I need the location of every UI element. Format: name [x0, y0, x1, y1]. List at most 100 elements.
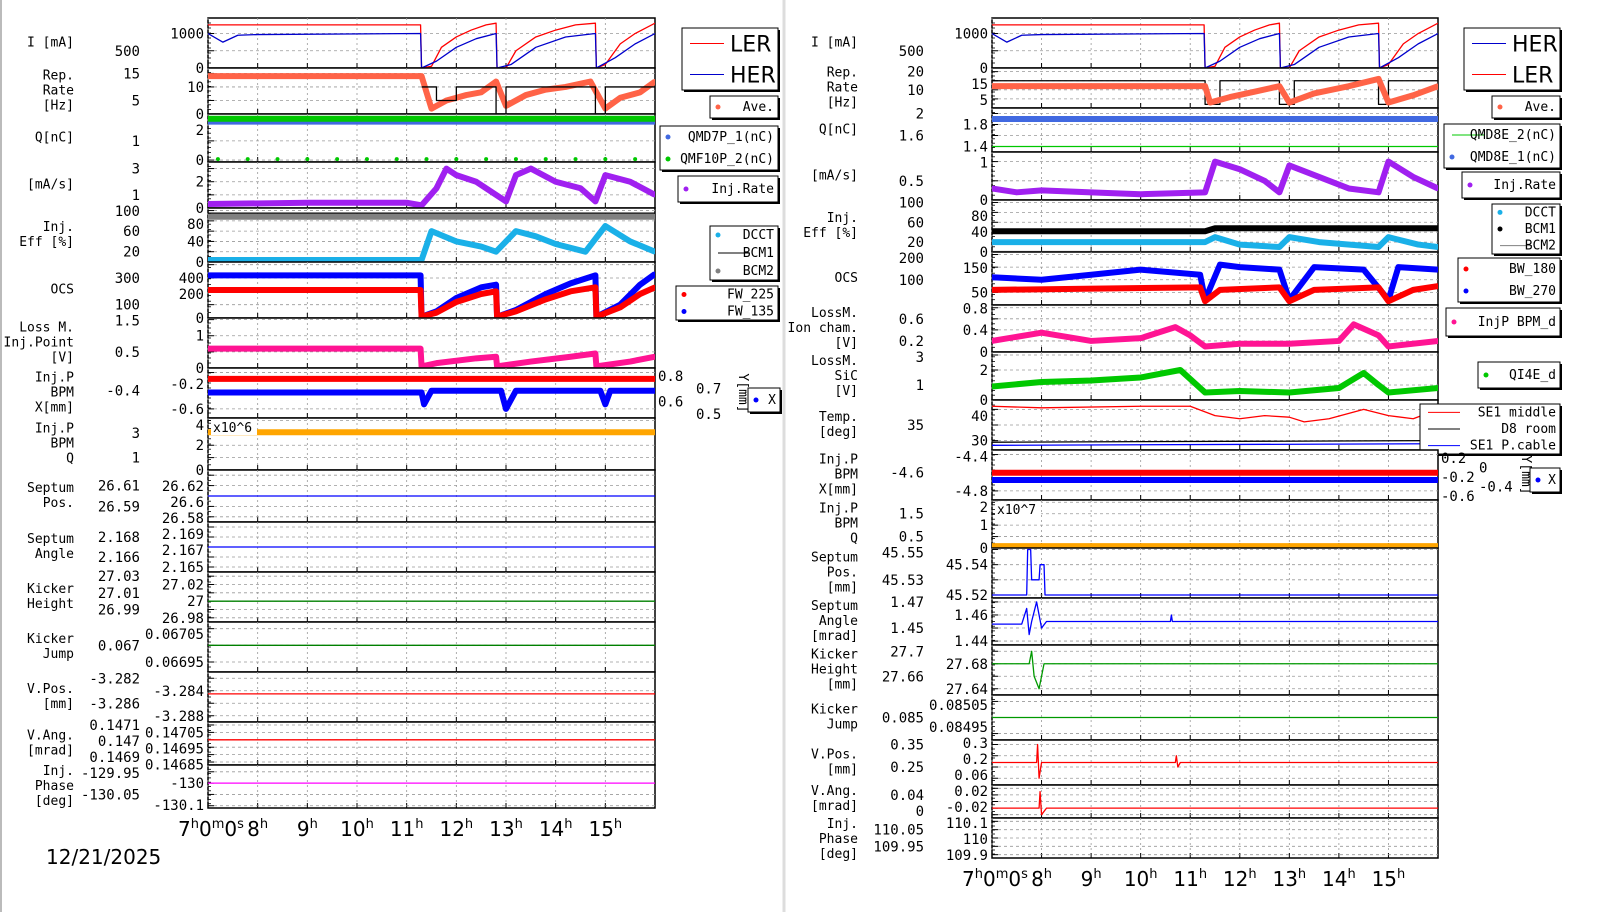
series-group — [208, 429, 655, 436]
y-axis-label: BPM — [835, 517, 859, 532]
y-tick-label: 26.98 — [162, 611, 204, 627]
data-point — [473, 179, 479, 185]
data-point — [1410, 287, 1416, 293]
legend-box — [1529, 467, 1561, 493]
data-point — [429, 106, 434, 112]
y-tick-label: 20 — [907, 65, 924, 81]
data-point — [1207, 100, 1213, 106]
y-tick-label: 200 — [179, 287, 204, 303]
y-axis-label: [Hz] — [43, 99, 74, 114]
data-point — [652, 214, 655, 220]
y-tick-label: -3.282 — [89, 671, 140, 687]
y-tick-label: -4.4 — [954, 450, 988, 466]
series-group — [992, 367, 1438, 396]
y-tick-label: -0.02 — [946, 800, 988, 816]
y-axis-label: Septum — [811, 599, 858, 614]
y-tick-label: 0.06 — [954, 768, 988, 784]
y-axis-label: Inj.Point — [4, 336, 74, 351]
legend: DCCT BCM1 BCM2 — [709, 225, 780, 282]
y-axis-label: Inj.P — [819, 453, 858, 468]
y-tick-label: 5 — [132, 93, 140, 109]
data-point — [1202, 189, 1208, 195]
data-point — [208, 214, 211, 220]
unnamed-series — [992, 650, 1438, 690]
panel-frame — [991, 547, 1439, 599]
panel: 1.4 1.6 1.8 2 Q[nC] QMD8E_2(nC) QMD8E_1(nC) — [819, 107, 1562, 170]
y-tick-label: 0.1471 — [89, 718, 140, 734]
right-y-axis-label: Y[mm] — [1518, 455, 1533, 494]
panel: 0 0.5 1 1.5 Loss M.Inj.Point[V] — [4, 314, 656, 377]
data-point — [992, 228, 995, 234]
data-point — [498, 388, 504, 394]
data-point — [603, 157, 608, 162]
y-tick-label: 100 — [115, 204, 140, 220]
data-point — [1395, 264, 1401, 270]
legend-label: SE1 middle — [1478, 405, 1556, 420]
y-tick-label: 30 — [971, 434, 988, 450]
y-axis-label: Phase — [35, 779, 74, 794]
data-point — [433, 185, 439, 191]
right-y-tick-label: 0.7 — [696, 382, 721, 398]
legend-dot-marker — [1463, 266, 1469, 272]
data-point — [1039, 379, 1045, 385]
y-axis-label: Phase — [819, 832, 858, 847]
exponent-background — [211, 420, 257, 435]
series-group — [208, 345, 655, 368]
data-point — [1237, 242, 1243, 248]
ler-series — [208, 22, 655, 68]
y-tick-label: 35 — [907, 418, 924, 434]
data-point — [1286, 100, 1292, 106]
data-point — [533, 233, 539, 239]
y-axis-label: [mm] — [827, 581, 858, 596]
y-tick-label: 1.6 — [899, 129, 924, 145]
y-axis-label: LossM. — [811, 306, 858, 321]
data-point — [1212, 234, 1218, 240]
y-axis-label: Inj.P — [35, 422, 74, 437]
data-point — [1351, 321, 1357, 327]
data-point — [1435, 385, 1438, 391]
y-tick-label: 100 — [115, 298, 140, 314]
legend-dot-marker — [681, 292, 687, 297]
y-tick-label: -129.95 — [81, 766, 140, 782]
data-point — [1435, 338, 1438, 344]
y-axis-label: [deg] — [819, 425, 858, 440]
data-point — [419, 73, 425, 79]
y-axis-label: Temp. — [819, 410, 858, 425]
y-tick-label: -0.4 — [106, 384, 140, 400]
panel: 50 100 150 200 OCS BW_180 BW_270 — [835, 251, 1562, 306]
y-tick-label: 27.66 — [882, 669, 924, 685]
legend-label: BCM2 — [743, 264, 774, 279]
data-point — [1385, 390, 1391, 395]
y-axis-label: X[mm] — [35, 401, 74, 416]
legend-label: FW_225 — [727, 288, 774, 303]
panel: 0.2 0.25 0.3 0.35 V.Pos.[mm] — [811, 736, 1439, 786]
data-point — [568, 280, 574, 286]
legend-label: QI4E_d — [1509, 368, 1556, 383]
legend-dot-marker — [1497, 226, 1503, 232]
y-tick-label: 0.085 — [882, 711, 924, 727]
data-point — [543, 87, 549, 93]
unnamed-series — [992, 601, 1438, 636]
data-point — [418, 287, 424, 293]
data-point — [1311, 90, 1317, 96]
right-y-tick-label: 0.6 — [658, 394, 683, 410]
data-point — [484, 157, 489, 162]
data-point — [1311, 287, 1317, 293]
x-tick-label: 11h — [390, 817, 424, 841]
y-tick-label: 1.4 — [963, 140, 988, 156]
legend-dot-marker — [715, 104, 721, 110]
data-point — [1385, 159, 1391, 165]
series-group — [208, 22, 655, 68]
data-point — [1202, 343, 1208, 349]
legend-box — [675, 285, 779, 321]
legend: Inj.Rate — [1461, 171, 1562, 200]
y-axis-label: BPM — [51, 437, 75, 452]
y-tick-label: 27.7 — [890, 644, 924, 660]
series-group — [992, 75, 1438, 106]
y-axis-label: SiC — [835, 369, 858, 384]
y-axis-label: LossM. — [811, 354, 858, 369]
y-tick-label: 110.1 — [946, 816, 988, 832]
y-tick-label: 10 — [187, 80, 204, 96]
